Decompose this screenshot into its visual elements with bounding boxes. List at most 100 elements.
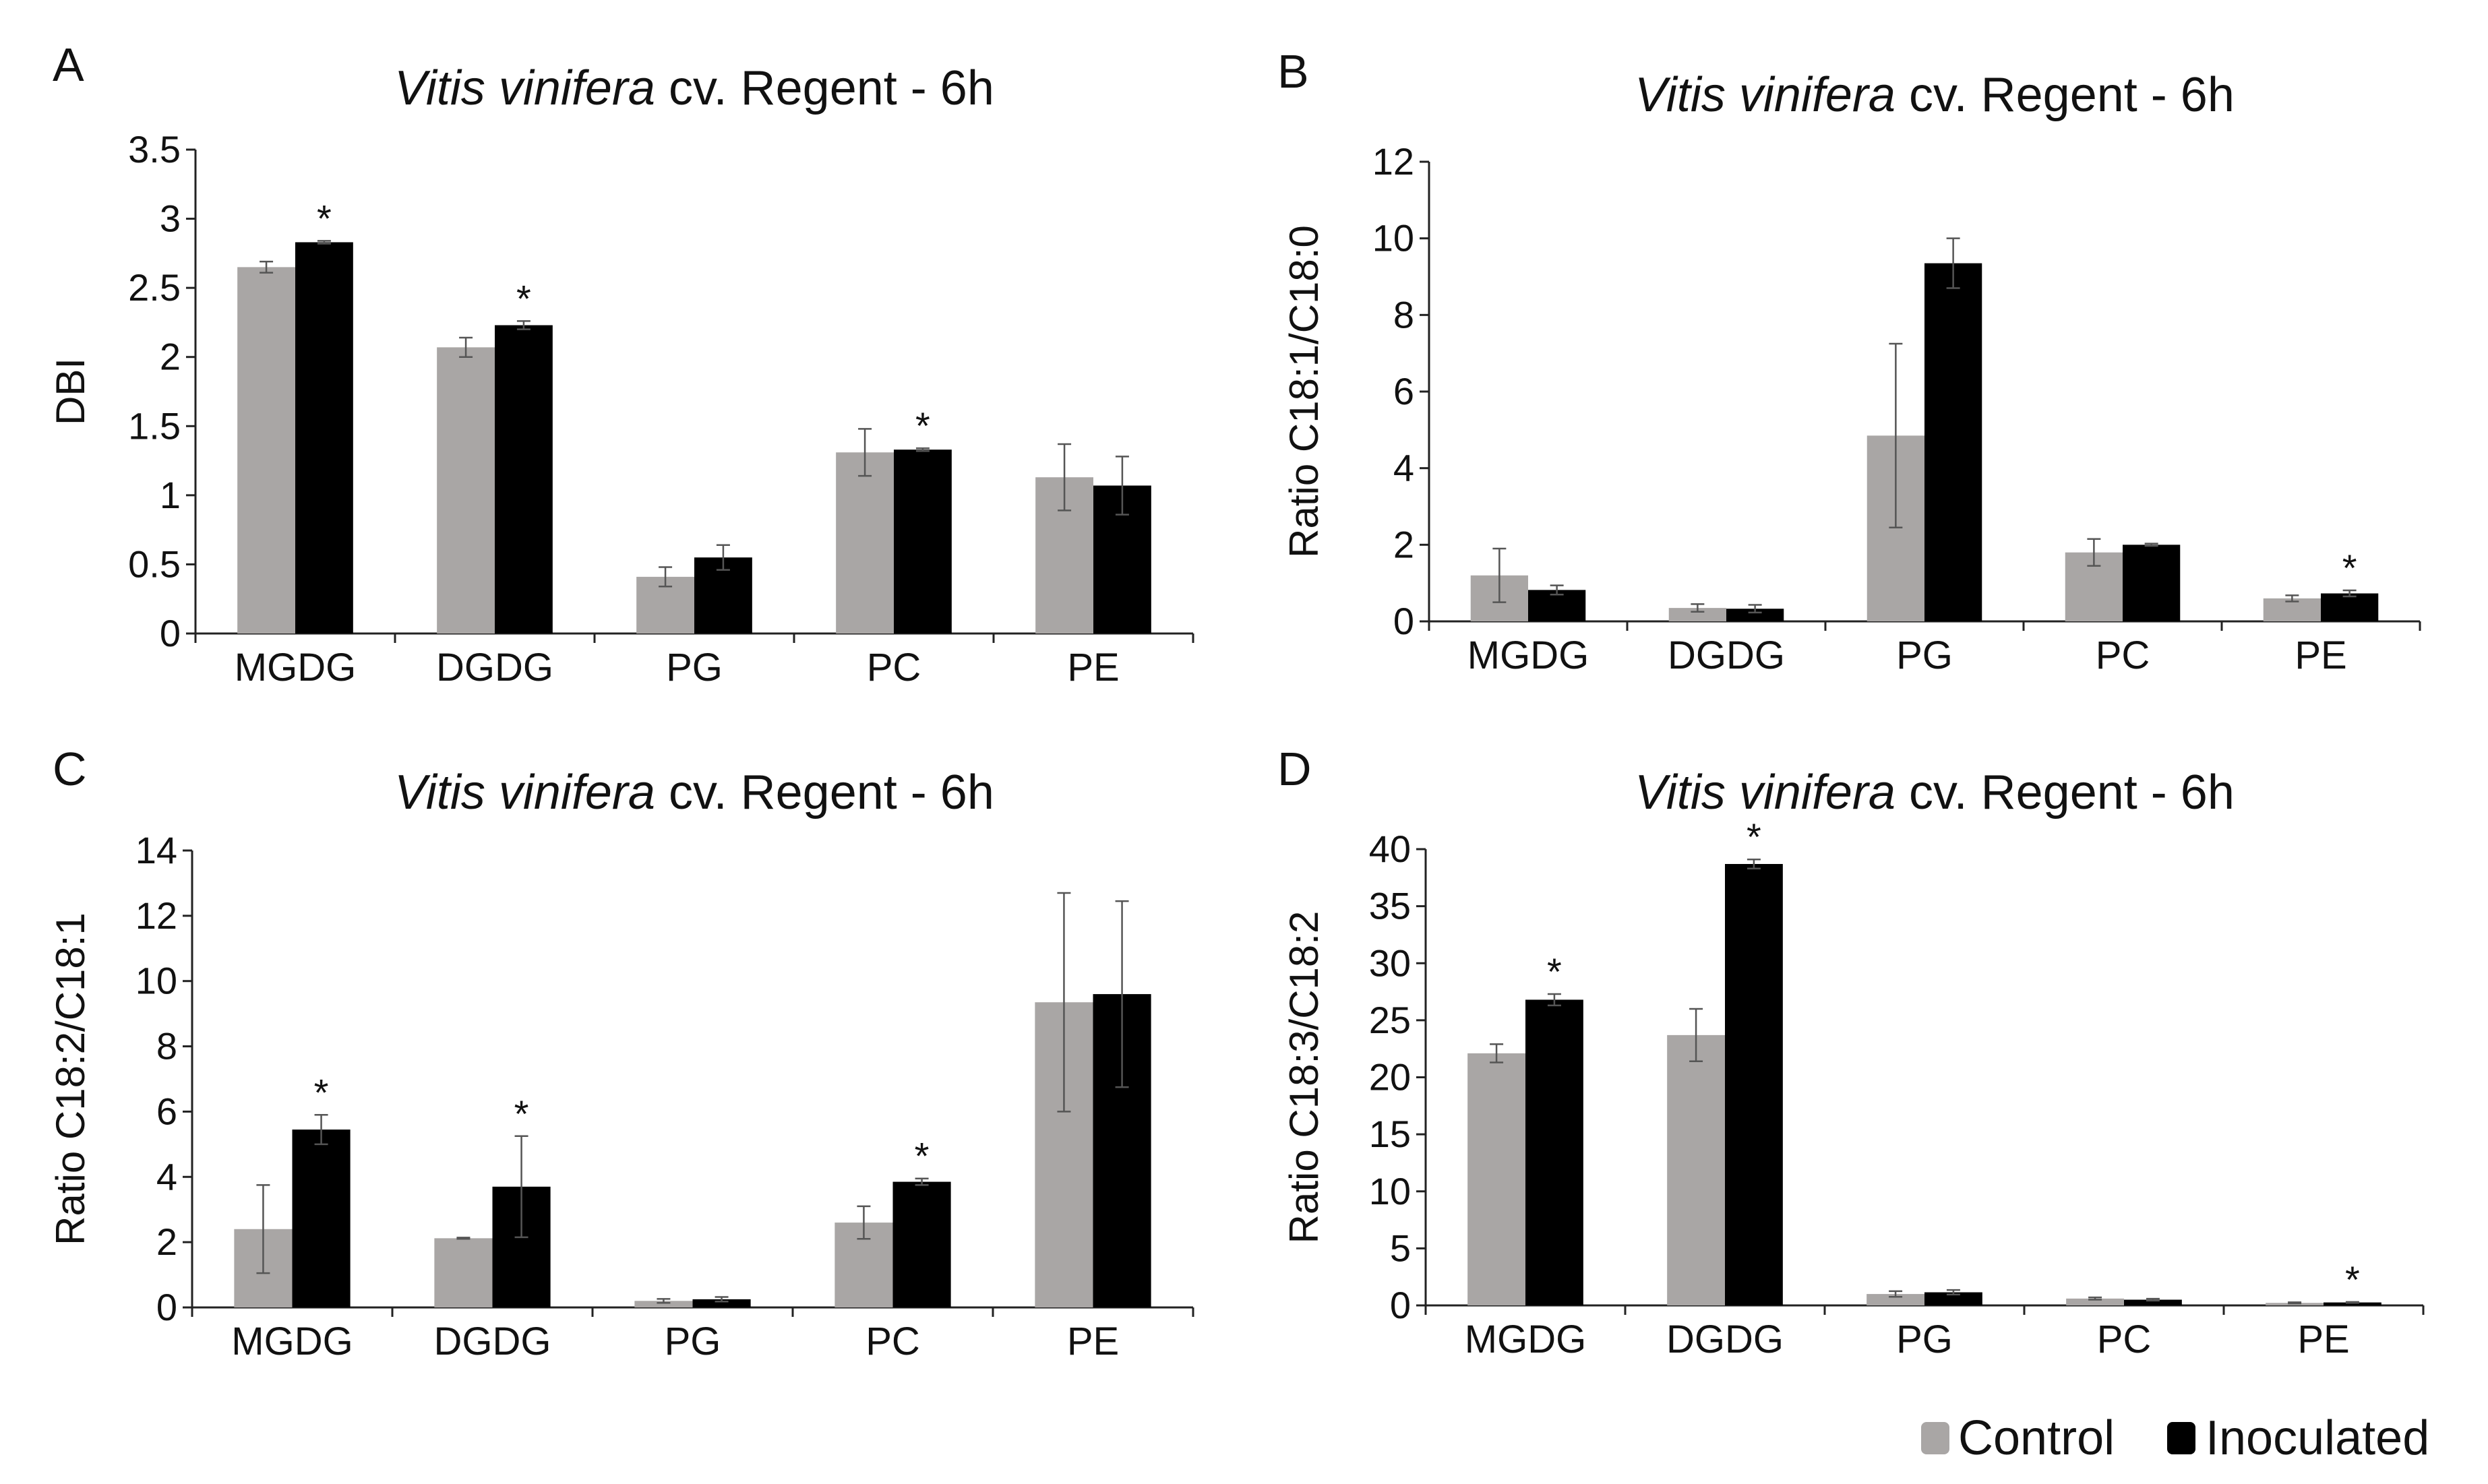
legend-label-control: Control xyxy=(1958,1411,2115,1465)
x-category-label: DGDG xyxy=(1668,633,1785,677)
bar-inoculated xyxy=(1726,609,1784,621)
y-tick-label: 8 xyxy=(156,1025,177,1068)
y-tick-label: 30 xyxy=(1369,941,1411,984)
y-tick-label: 12 xyxy=(135,894,177,937)
bar-inoculated xyxy=(1525,999,1583,1305)
chart-title: Vitis vinifera cv. Regent - 6h xyxy=(394,61,994,115)
y-tick-label: 2 xyxy=(1393,523,1414,565)
chart-title: Vitis vinifera cv. Regent - 6h xyxy=(394,766,994,820)
x-category-label: MGDG xyxy=(235,646,356,689)
y-tick-label: 1 xyxy=(160,474,181,516)
chart-title: Vitis vinifera cv. Regent - 6h xyxy=(1635,766,2235,820)
bar-control xyxy=(1667,1034,1725,1305)
bar-inoculated xyxy=(295,242,353,634)
bar-inoculated xyxy=(1924,263,1982,621)
chart-title: Vitis vinifera cv. Regent - 6h xyxy=(1635,68,2235,122)
chart-panel-b: B Vitis vinifera cv. Regent - 6h Ratio C18… xyxy=(1277,45,2421,677)
y-tick-label: 3.5 xyxy=(128,128,181,171)
y-tick-label: 2.5 xyxy=(128,266,181,309)
bar-inoculated xyxy=(1924,1292,1982,1305)
panels: A Vitis vinifera cv. Regent - 6h DBI 0 0.5 1 1… xyxy=(48,38,2425,1363)
y-tick-label: 6 xyxy=(156,1090,177,1132)
x-category-label: PE xyxy=(2297,1318,2349,1361)
chart-title-italic: Vitis vinifera xyxy=(394,61,655,115)
bar-inoculated xyxy=(2324,1302,2381,1305)
panel-letter: B xyxy=(1277,45,1309,98)
bar-inoculated xyxy=(894,450,952,633)
x-category-label: MGDG xyxy=(1467,633,1589,677)
chart-title-rest: cv. Regent - 6h xyxy=(655,61,994,115)
bar-inoculated xyxy=(2124,1299,2182,1305)
y-tick-label: 2 xyxy=(156,1220,177,1263)
x-category-label: PG xyxy=(666,646,723,689)
y-tick-label: 10 xyxy=(135,960,177,1002)
significance-star: * xyxy=(314,1071,329,1113)
chart-title-rest: cv. Regent - 6h xyxy=(655,766,994,820)
x-category-label: DGDG xyxy=(436,646,553,689)
y-tick-label: 10 xyxy=(1372,217,1414,259)
y-tick-label: 40 xyxy=(1369,828,1411,870)
bar-control xyxy=(437,347,495,633)
chart-panel-d: D Vitis vinifera cv. Regent - 6h Ratio C18… xyxy=(1277,743,2425,1361)
y-tick-label: 10 xyxy=(1369,1170,1411,1212)
y-tick-label: 8 xyxy=(1393,293,1414,336)
bar-inoculated xyxy=(292,1130,351,1307)
y-tick-label: 4 xyxy=(156,1155,177,1198)
significance-star: * xyxy=(2342,547,2357,589)
y-tick-label: 2 xyxy=(160,336,181,378)
bar-control xyxy=(836,452,894,633)
x-category-label: DGDG xyxy=(434,1320,551,1363)
bar-control xyxy=(634,1301,693,1307)
bar-control xyxy=(2066,1298,2124,1305)
legend: Control Inoculated xyxy=(1921,1411,2429,1465)
bar-inoculated xyxy=(2321,593,2379,621)
y-tick-label: 25 xyxy=(1369,999,1411,1041)
y-tick-label: 20 xyxy=(1369,1056,1411,1099)
bar-control xyxy=(237,267,295,633)
legend-swatch-inoculated xyxy=(2167,1422,2195,1454)
significance-star: * xyxy=(514,1092,529,1135)
y-axis-label: Ratio C18:1/C18:0 xyxy=(1281,225,1327,558)
bar-inoculated xyxy=(495,325,553,633)
x-category-label: PC xyxy=(867,646,921,689)
y-tick-label: 5 xyxy=(1390,1227,1411,1269)
significance-star: * xyxy=(2345,1258,2360,1301)
x-category-label: PC xyxy=(866,1320,920,1363)
panel-letter: C xyxy=(53,743,87,795)
significance-star: * xyxy=(516,277,531,319)
bar-inoculated xyxy=(692,1299,751,1307)
y-tick-label: 0 xyxy=(1393,600,1414,642)
x-category-label: MGDG xyxy=(231,1320,353,1363)
y-tick-label: 35 xyxy=(1369,885,1411,927)
bar-control xyxy=(1867,1294,1924,1305)
chart-panel-c: C Vitis vinifera cv. Regent - 6h Ratio C18… xyxy=(48,743,1194,1363)
bar-control xyxy=(434,1238,493,1307)
y-tick-label: 1.5 xyxy=(128,404,181,447)
bar-control xyxy=(1668,608,1726,621)
y-tick-label: 3 xyxy=(160,197,181,240)
chart-title-italic: Vitis vinifera xyxy=(1635,68,1895,122)
y-tick-label: 0 xyxy=(160,612,181,654)
x-category-label: PE xyxy=(1067,1320,1119,1363)
legend-label-inoculated: Inoculated xyxy=(2206,1411,2429,1465)
x-category-label: DGDG xyxy=(1666,1318,1784,1361)
y-axis-label: Ratio C18:2/C18:1 xyxy=(48,913,93,1245)
legend-swatch-control xyxy=(1921,1422,1949,1454)
x-category-label: PE xyxy=(1067,646,1119,689)
chart-panel-a: A Vitis vinifera cv. Regent - 6h DBI 0 0.5 1 1… xyxy=(48,38,1194,689)
bar-inoculated xyxy=(1725,864,1783,1305)
significance-star: * xyxy=(1547,950,1562,993)
y-tick-label: 6 xyxy=(1393,370,1414,412)
chart-title-italic: Vitis vinifera xyxy=(1635,766,1895,820)
x-category-label: MGDG xyxy=(1465,1318,1586,1361)
chart-title-italic: Vitis vinifera xyxy=(394,766,655,820)
y-axis-label: Ratio C18:3/C18:2 xyxy=(1281,911,1327,1244)
y-tick-label: 0 xyxy=(1390,1284,1411,1326)
y-tick-label: 0.5 xyxy=(128,543,181,585)
x-category-label: PC xyxy=(2096,633,2150,677)
x-category-label: PG xyxy=(1896,1318,1953,1361)
y-tick-label: 4 xyxy=(1393,447,1414,489)
y-tick-label: 15 xyxy=(1369,1113,1411,1155)
y-tick-label: 12 xyxy=(1372,140,1414,183)
